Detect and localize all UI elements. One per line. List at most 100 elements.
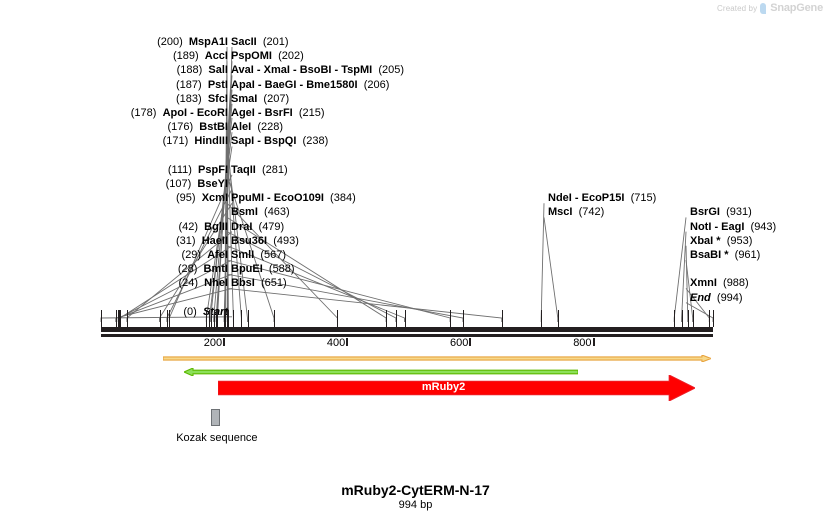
site-tick xyxy=(126,310,128,327)
restriction-site-label: AvaI - XmaI - BsoBI - TspMI (205) xyxy=(231,64,404,76)
enzyme-name: AvaI xyxy=(231,64,254,77)
enzyme-name: SfcI xyxy=(207,92,228,105)
ruler-tick-label: 400 xyxy=(326,337,346,349)
site-position: (171) xyxy=(162,135,189,148)
site-position: (28) xyxy=(177,263,198,276)
enzyme-name: SmlI xyxy=(231,249,255,261)
enzyme-name: DraI xyxy=(231,220,253,233)
restriction-site-label: DraI (479) xyxy=(231,221,284,233)
feature-green-arrow[interactable] xyxy=(184,368,579,376)
enzyme-separator: - xyxy=(254,107,265,119)
enzyme-name: EcoO109I xyxy=(273,192,324,205)
feature-orange-arrow[interactable] xyxy=(162,355,711,362)
site-position: (42) xyxy=(178,220,199,233)
enzyme-name: BpuEI xyxy=(231,263,263,276)
site-position: (961) xyxy=(734,249,761,261)
enzyme-name: AccI xyxy=(204,50,228,63)
site-tick xyxy=(450,310,452,327)
restriction-site-label: BsaBI * (961) xyxy=(690,249,760,261)
site-position: (238) xyxy=(302,135,329,148)
enzyme-name: PpuMI xyxy=(231,192,264,205)
site-tick xyxy=(337,310,339,327)
enzyme-name: Bme1580I xyxy=(306,78,358,91)
enzyme-name: XbaI * xyxy=(690,234,721,247)
site-tick xyxy=(692,310,694,327)
site-tick xyxy=(224,310,226,327)
restriction-site-label: (176) BstBI xyxy=(167,121,228,133)
site-position: (943) xyxy=(750,220,777,233)
ruler-tick-label: 600 xyxy=(450,337,469,349)
restriction-site-label: (171) HindIII xyxy=(163,135,228,147)
enzyme-name: XmnI xyxy=(690,277,717,290)
site-tick xyxy=(118,310,120,327)
site-position: (107) xyxy=(165,178,192,190)
site-tick xyxy=(501,310,503,327)
site-tick xyxy=(228,310,230,327)
site-position: (281) xyxy=(261,163,288,176)
enzyme-name: BglII xyxy=(204,220,228,233)
feature-mruby2-arrow[interactable] xyxy=(217,375,696,401)
enzyme-name: XmaI xyxy=(263,64,290,77)
site-tick xyxy=(118,310,120,327)
enzyme-name: NdeI xyxy=(548,192,572,205)
site-position: (183) xyxy=(176,92,202,105)
site-position: (715) xyxy=(630,192,657,205)
restriction-site-label: PpuMI - EcoO109I (384) xyxy=(231,192,356,204)
enzyme-name: BstBI xyxy=(199,121,228,134)
site-position: (479) xyxy=(258,220,285,233)
enzyme-name: PspFI xyxy=(198,163,228,176)
restriction-site-label: (189) AccI xyxy=(173,50,228,62)
enzyme-separator: - xyxy=(253,64,264,77)
restriction-site-label: SmlI (567) xyxy=(231,249,286,261)
enzyme-name: MscI xyxy=(548,206,573,219)
enzyme-name: TaqII xyxy=(231,163,256,176)
enzyme-name: XcmI xyxy=(201,192,228,205)
enzyme-separator: - xyxy=(331,64,342,77)
site-tick xyxy=(166,310,168,327)
site-tick xyxy=(241,310,243,327)
restriction-site-label: SapI - BspQI (238) xyxy=(231,135,328,147)
restriction-site-label: (107) BseYI xyxy=(166,178,228,190)
restriction-site-label: (24) NheI xyxy=(178,277,228,289)
site-tick xyxy=(217,310,219,327)
site-position: (567) xyxy=(260,249,287,261)
restriction-site-labels: (200) MspA1I (189) AccI (188) SalI (187) Ps… xyxy=(131,36,776,318)
enzyme-name: Bsu36I xyxy=(231,234,268,247)
enzyme-name: HindIII xyxy=(194,135,228,148)
site-position: (202) xyxy=(278,50,304,63)
site-tick xyxy=(687,310,689,327)
site-tick xyxy=(386,310,388,327)
restriction-site-label: BbsI (651) xyxy=(231,277,287,289)
site-position: (176) xyxy=(167,121,194,134)
snapgene-watermark: Created by SnapGene xyxy=(717,2,823,14)
enzyme-name: AgeI xyxy=(231,107,255,119)
site-position: (95) xyxy=(176,192,196,205)
site-tick xyxy=(115,310,117,327)
restriction-site-label: (42) BglII xyxy=(178,221,228,233)
enzyme-name: AfeI xyxy=(207,249,228,261)
enzyme-name: BmtI xyxy=(203,263,228,276)
site-position: (188) xyxy=(176,64,203,77)
site-tick xyxy=(216,310,218,327)
restriction-site-label: (95) XcmI xyxy=(176,192,228,204)
site-position: (588) xyxy=(268,263,295,276)
site-tick xyxy=(227,310,229,327)
site-tick xyxy=(101,310,102,327)
restriction-site-label: XmnI (988) xyxy=(690,277,749,289)
enzyme-name: BspQI xyxy=(264,135,297,148)
ruler-tick-mark xyxy=(223,338,226,346)
enzyme-name: TspMI xyxy=(341,64,373,77)
restriction-site-label: NotI - EagI (943) xyxy=(690,221,776,233)
restriction-site-label: (183) SfcI xyxy=(176,93,228,105)
enzyme-name: BsrGI xyxy=(690,206,720,219)
sequence-length-label: 994 bp xyxy=(398,499,433,511)
restriction-site-label: (200) MspA1I xyxy=(157,36,228,48)
site-position: (206) xyxy=(363,78,390,91)
restriction-site-label: AleI (228) xyxy=(231,121,283,133)
enzyme-name: BsoBI xyxy=(299,64,332,77)
watermark-created-by-text: Created by xyxy=(717,3,758,13)
restriction-site-label: End (994) xyxy=(690,292,743,304)
enzyme-name: MspA1I xyxy=(188,36,228,48)
kozak-sequence-label: Kozak sequence xyxy=(176,432,258,444)
site-position: (111) xyxy=(167,163,192,176)
